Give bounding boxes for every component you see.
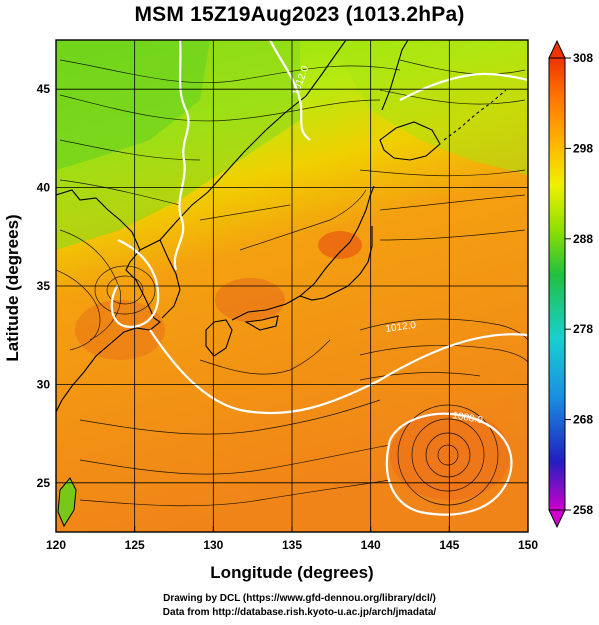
y-axis-label: Latitude (degrees) bbox=[3, 214, 22, 361]
x-tick-label: 135 bbox=[282, 538, 302, 552]
x-axis-label: Longitude (degrees) bbox=[210, 563, 373, 582]
x-tick-label: 140 bbox=[361, 538, 381, 552]
colorbar-tick-label: 268 bbox=[573, 413, 593, 427]
colorbar-scale bbox=[548, 57, 566, 511]
credit-data: Data from http://database.rish.kyoto-u.a… bbox=[162, 607, 437, 618]
colorbar-ticks: 308 298 288 278 268 258 bbox=[565, 51, 593, 517]
credits: Drawing by DCL (https://www.gfd-dennou.o… bbox=[0, 592, 599, 620]
y-tick-label: 35 bbox=[37, 279, 51, 293]
map-title: MSM 15Z19Aug2023 (1013.2hPa) bbox=[134, 3, 465, 26]
colorbar-tick-label: 308 bbox=[573, 51, 593, 65]
colorbar-tick-label: 258 bbox=[573, 503, 593, 517]
contour-label: 1012.0 bbox=[385, 320, 417, 335]
credit-drawing: Drawing by DCL (https://www.gfd-dennou.o… bbox=[163, 593, 436, 604]
colorbar-min-arrow bbox=[548, 509, 566, 529]
y-tick-label: 45 bbox=[37, 82, 51, 96]
colorbar-tick-label: 278 bbox=[573, 322, 593, 336]
colorbar-tick-label: 298 bbox=[573, 141, 593, 155]
y-tick-label: 25 bbox=[37, 476, 51, 490]
y-tick-label: 30 bbox=[37, 377, 51, 391]
colorbar: 308 298 288 278 268 258 bbox=[548, 39, 593, 529]
streamlines bbox=[56, 59, 528, 507]
x-tick-label: 145 bbox=[439, 538, 459, 552]
x-tick-label: 125 bbox=[125, 538, 145, 552]
x-tick-label: 120 bbox=[46, 538, 66, 552]
x-axis-ticks: 120 125 130 135 140 145 150 bbox=[46, 526, 538, 552]
y-axis-ticks: 25 30 35 40 45 bbox=[37, 82, 51, 490]
contour-label: 1008.0 bbox=[451, 410, 483, 426]
y-tick-label: 40 bbox=[37, 181, 51, 195]
map-gridlines bbox=[56, 40, 528, 532]
colorbar-tick-label: 288 bbox=[573, 232, 593, 246]
colorbar-max-arrow bbox=[548, 39, 566, 59]
x-tick-label: 150 bbox=[518, 538, 538, 552]
x-tick-label: 130 bbox=[203, 538, 223, 552]
pressure-contours bbox=[110, 40, 528, 516]
